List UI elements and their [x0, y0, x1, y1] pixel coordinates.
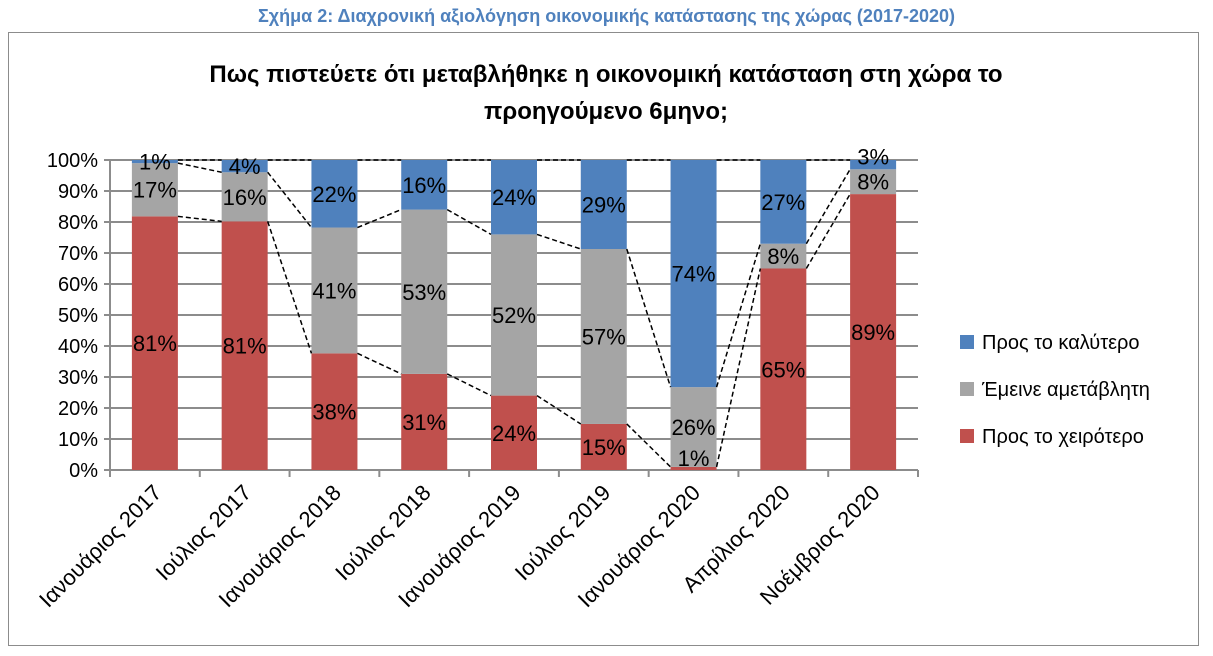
y-tick-label: 90%: [58, 181, 98, 203]
data-label: 65%: [761, 357, 805, 382]
bar-segment: [850, 194, 897, 470]
chart-frame: [8, 32, 1199, 646]
chart-title-line: Πως πιστεύετε ότι μεταβλήθηκε η οικονομι…: [209, 61, 1002, 88]
series-line: [357, 352, 402, 375]
bar-segment: [131, 216, 178, 470]
data-label: 57%: [582, 324, 626, 349]
data-label: 24%: [492, 421, 536, 446]
series-line: [267, 171, 313, 228]
data-label: 1%: [678, 446, 710, 471]
series-line: [536, 394, 582, 425]
x-tick-label: Ιανουάριος 2017: [34, 480, 166, 612]
data-label: 22%: [312, 182, 356, 207]
data-label: 41%: [312, 278, 356, 303]
bar-segment: [131, 160, 178, 164]
data-label: 15%: [582, 435, 626, 460]
y-tick-label: 20%: [58, 398, 98, 420]
data-label: 38%: [312, 400, 356, 425]
legend-label: Προς το χειρότερο: [982, 426, 1144, 448]
data-label: 8%: [857, 170, 889, 195]
chart-title-line: προηγούμενο 6μηνο;: [484, 98, 728, 125]
data-label: 52%: [492, 303, 536, 328]
series-line: [266, 221, 313, 354]
bar-segment: [491, 395, 537, 470]
series-line: [805, 193, 851, 269]
y-tick-label: 0%: [69, 460, 98, 482]
data-label: 17%: [133, 178, 177, 203]
series-line: [446, 208, 492, 236]
bar-segment: [491, 160, 537, 235]
bar-segment: [131, 163, 178, 217]
y-tick-label: 40%: [58, 336, 98, 358]
series-line: [805, 168, 851, 245]
data-label: 81%: [223, 334, 267, 359]
series-line: [536, 233, 582, 250]
bar-segment: [311, 160, 358, 228]
figure-caption: Σχήμα 2: Διαχρονική αξιολόγηση οικονομικ…: [257, 6, 956, 26]
y-tick-label: 60%: [58, 274, 98, 296]
legend-swatch: [960, 429, 974, 443]
data-label: 81%: [133, 331, 177, 356]
y-tick-label: 50%: [58, 305, 98, 327]
data-label: 29%: [582, 193, 626, 218]
bar-segment: [760, 243, 807, 269]
bar-segment: [580, 423, 627, 470]
data-label: 4%: [229, 154, 261, 179]
data-label: 24%: [492, 185, 536, 210]
legend-label: Έμεινε αμετάβλητη: [981, 379, 1150, 401]
bar-segment: [670, 160, 717, 388]
data-label: 16%: [402, 173, 446, 198]
bar-segment: [760, 160, 807, 244]
series-line: [626, 248, 672, 388]
y-tick-label: 80%: [58, 212, 98, 234]
bar-segment: [580, 160, 627, 250]
legend-swatch: [960, 382, 974, 396]
series-line: [177, 162, 222, 174]
data-label: 74%: [672, 262, 716, 287]
data-label: 26%: [672, 415, 716, 440]
series-line: [715, 243, 762, 388]
y-tick-label: 70%: [58, 243, 98, 265]
bar-segment: [670, 466, 717, 470]
bar-segment: [401, 209, 448, 374]
bar-segment: [221, 172, 268, 222]
series-line: [177, 215, 222, 223]
y-tick-label: 30%: [58, 367, 98, 389]
y-tick-label: 10%: [58, 429, 98, 451]
data-label: 3%: [857, 145, 889, 170]
bar-segment: [670, 387, 717, 467]
data-label: 27%: [761, 190, 805, 215]
data-label: 8%: [767, 244, 799, 269]
data-label: 89%: [851, 320, 895, 345]
bar-segment: [221, 221, 268, 470]
bar-segment: [401, 160, 448, 210]
bar-segment: [580, 249, 627, 424]
series-line: [446, 373, 492, 397]
series-line: [626, 423, 672, 468]
data-label: 1%: [139, 150, 171, 175]
bar-segment: [850, 169, 897, 195]
bar-segment: [311, 353, 358, 470]
data-label: 53%: [402, 280, 446, 305]
bar-segment: [850, 160, 897, 170]
bar-segment: [221, 160, 268, 173]
series-line: [715, 268, 762, 468]
bar-segment: [401, 373, 448, 470]
data-label: 16%: [223, 185, 267, 210]
legend-label: Προς το καλύτερο: [982, 332, 1140, 354]
bar-segment: [760, 268, 807, 470]
data-label: 31%: [402, 410, 446, 435]
legend-swatch: [960, 335, 974, 349]
bar-segment: [491, 234, 537, 396]
y-tick-label: 100%: [47, 150, 98, 172]
bar-segment: [311, 227, 358, 354]
series-line: [357, 208, 402, 229]
